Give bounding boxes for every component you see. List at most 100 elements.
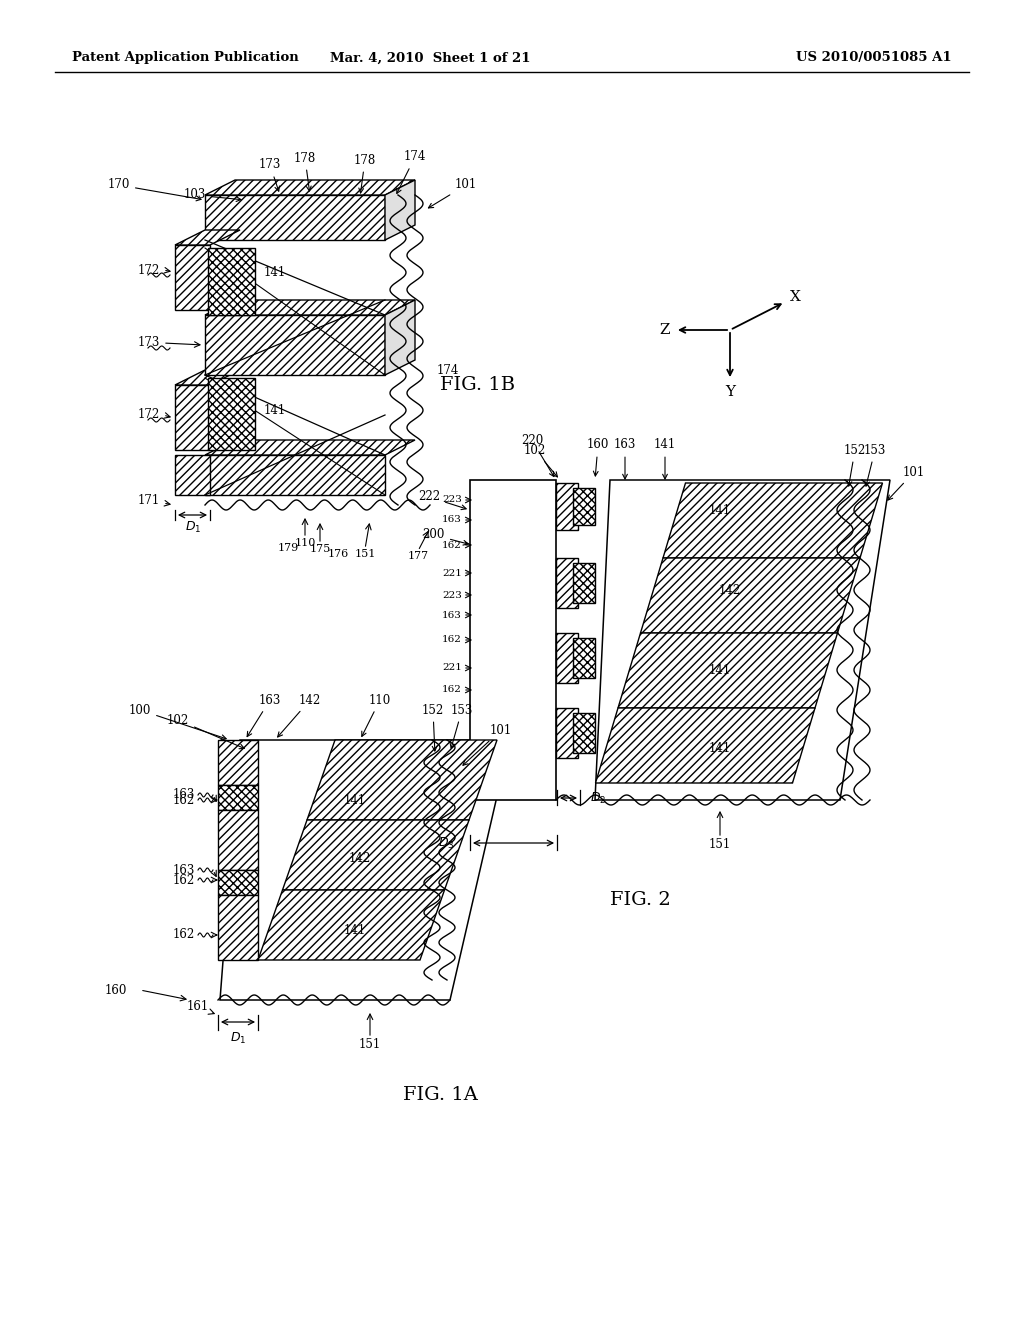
Text: 170: 170 (108, 178, 201, 201)
Text: $D_2$: $D_2$ (590, 791, 606, 805)
Text: 162: 162 (173, 793, 195, 807)
Text: 110: 110 (294, 539, 315, 548)
Text: 221: 221 (442, 569, 462, 578)
Text: 172: 172 (138, 264, 160, 276)
Text: Y: Y (725, 385, 735, 399)
Text: 171: 171 (138, 494, 160, 507)
Text: 141: 141 (709, 664, 731, 676)
Text: 141: 141 (709, 503, 731, 516)
Text: 162: 162 (173, 928, 195, 941)
Polygon shape (573, 488, 595, 525)
Text: 162: 162 (442, 540, 462, 549)
Text: 220: 220 (521, 433, 554, 477)
Text: 141: 141 (264, 404, 286, 417)
Text: $D_3$: $D_3$ (438, 836, 455, 850)
Text: 162: 162 (442, 685, 462, 694)
Polygon shape (208, 378, 255, 450)
Polygon shape (175, 455, 210, 495)
Text: 175: 175 (309, 544, 331, 554)
Polygon shape (385, 180, 415, 240)
Polygon shape (175, 370, 240, 385)
Text: 160: 160 (105, 983, 127, 997)
Polygon shape (258, 890, 444, 960)
Text: 101: 101 (888, 466, 926, 500)
Text: FIG. 2: FIG. 2 (609, 891, 671, 909)
Polygon shape (218, 895, 258, 960)
Text: 161: 161 (186, 1001, 209, 1014)
Text: FIG. 1B: FIG. 1B (440, 376, 515, 393)
Text: 221: 221 (442, 664, 462, 672)
Text: 173: 173 (137, 337, 160, 350)
Polygon shape (205, 315, 385, 375)
Text: 103: 103 (184, 189, 241, 202)
Polygon shape (573, 713, 595, 752)
Text: 141: 141 (264, 265, 286, 279)
Polygon shape (595, 480, 890, 800)
Text: 142: 142 (719, 583, 741, 597)
Text: 162: 162 (173, 874, 195, 887)
Polygon shape (283, 820, 469, 890)
Polygon shape (556, 708, 578, 758)
Polygon shape (175, 230, 240, 246)
Polygon shape (205, 300, 415, 315)
Text: 176: 176 (328, 549, 348, 558)
Polygon shape (175, 246, 210, 310)
Polygon shape (175, 385, 210, 450)
Text: 177: 177 (408, 550, 429, 561)
Text: 102: 102 (167, 714, 245, 748)
Text: 178: 178 (294, 152, 316, 191)
Text: Mar. 4, 2010  Sheet 1 of 21: Mar. 4, 2010 Sheet 1 of 21 (330, 51, 530, 65)
Polygon shape (218, 810, 258, 870)
Text: 153: 153 (451, 704, 473, 748)
Polygon shape (556, 634, 578, 682)
Text: 141: 141 (654, 438, 676, 479)
Polygon shape (218, 870, 258, 895)
Text: 100: 100 (129, 704, 226, 739)
Polygon shape (618, 634, 838, 708)
Text: 141: 141 (344, 924, 367, 936)
Polygon shape (218, 785, 258, 810)
Polygon shape (385, 300, 415, 375)
Text: 163: 163 (442, 610, 462, 619)
Text: $D_1$: $D_1$ (184, 520, 201, 535)
Text: 163: 163 (247, 693, 282, 737)
Text: 174: 174 (437, 363, 460, 376)
Text: 142: 142 (349, 851, 371, 865)
Text: FIG. 1A: FIG. 1A (402, 1086, 477, 1104)
Text: 141: 141 (344, 793, 367, 807)
Text: 178: 178 (354, 153, 376, 193)
Polygon shape (205, 440, 415, 455)
Text: 153: 153 (864, 444, 886, 486)
Polygon shape (220, 741, 510, 1001)
Text: 163: 163 (613, 438, 636, 479)
Text: 162: 162 (442, 635, 462, 644)
Text: 152: 152 (422, 704, 444, 751)
Text: 151: 151 (358, 1039, 381, 1052)
Polygon shape (205, 455, 385, 495)
Polygon shape (596, 708, 815, 783)
Polygon shape (218, 741, 258, 785)
Text: 101: 101 (428, 178, 477, 209)
Text: 102: 102 (524, 444, 557, 477)
Polygon shape (205, 180, 415, 195)
Text: 163: 163 (173, 788, 195, 801)
Polygon shape (663, 483, 883, 558)
Text: 152: 152 (844, 444, 866, 486)
Text: 172: 172 (138, 408, 160, 421)
Bar (470, 480, 556, 800)
Text: 173: 173 (259, 158, 282, 191)
Text: Z: Z (659, 323, 671, 337)
Text: 179: 179 (278, 543, 299, 553)
Text: $D_1$: $D_1$ (229, 1031, 246, 1045)
Text: 101: 101 (463, 723, 512, 766)
Text: US 2010/0051085 A1: US 2010/0051085 A1 (797, 51, 952, 65)
Text: 151: 151 (709, 838, 731, 851)
Polygon shape (307, 741, 497, 820)
Polygon shape (208, 248, 255, 315)
Text: X: X (790, 290, 801, 304)
Text: 222: 222 (418, 491, 466, 510)
Text: 160: 160 (587, 438, 609, 477)
Text: Patent Application Publication: Patent Application Publication (72, 51, 299, 65)
Text: 163: 163 (442, 516, 462, 524)
Text: 200: 200 (423, 528, 468, 545)
